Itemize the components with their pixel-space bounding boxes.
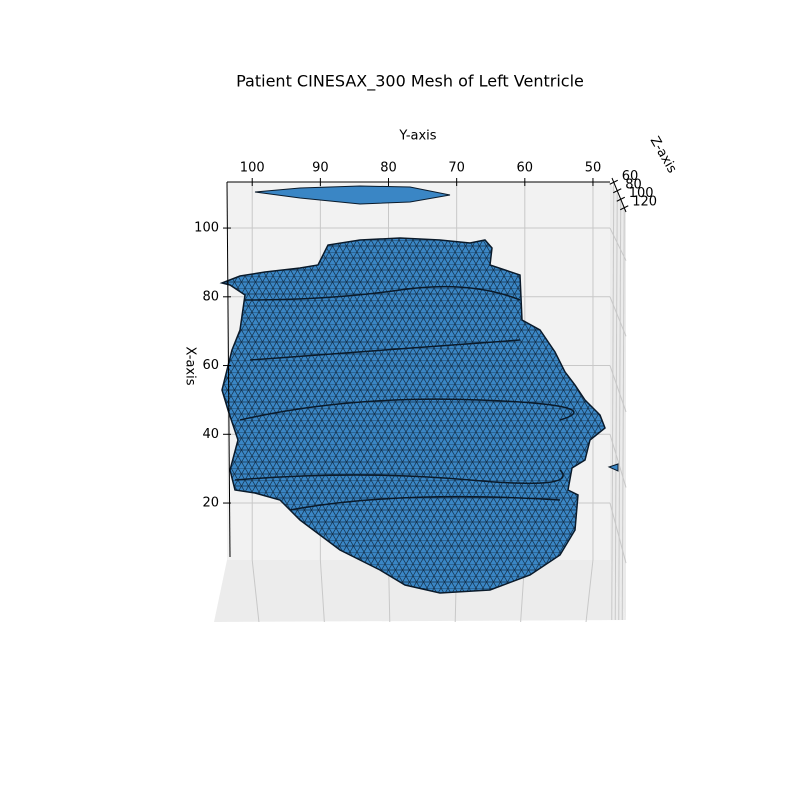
y-tick-label: 80 xyxy=(380,161,397,176)
y-tick-label: 50 xyxy=(585,161,602,176)
grid-line xyxy=(621,207,625,621)
mesh-edges xyxy=(222,238,605,593)
y-tick-label: 100 xyxy=(240,161,265,176)
y-tick-label: 60 xyxy=(517,161,534,176)
grid-line xyxy=(609,227,627,261)
z-tick xyxy=(616,196,625,202)
z-tick xyxy=(620,205,629,211)
x-axis-label: X-axis xyxy=(183,347,198,386)
x-tick-label: 20 xyxy=(202,496,219,511)
x-tick-label: 40 xyxy=(202,427,219,442)
z-tick-label: 120 xyxy=(632,194,657,209)
x-tick-label: 60 xyxy=(202,358,219,373)
x-axis-line xyxy=(226,181,231,558)
y-tick-label: 70 xyxy=(448,161,465,176)
z-tick-label: 60 xyxy=(622,169,639,184)
z-tick-label: 80 xyxy=(625,177,642,192)
mesh xyxy=(219,185,619,594)
chart-title: Patient CINESAX_300 Mesh of Left Ventric… xyxy=(236,72,584,92)
tip-mesh xyxy=(607,463,619,472)
top-cap-mesh xyxy=(254,185,451,205)
grid-line xyxy=(611,182,615,621)
x-tick-label: 100 xyxy=(194,221,219,236)
grid-line xyxy=(614,190,618,621)
grid-line xyxy=(251,559,260,623)
grid-line xyxy=(585,559,594,623)
y-axis-label: Y-axis xyxy=(398,129,436,144)
mesh-contours xyxy=(234,285,575,511)
grid-line xyxy=(319,559,325,623)
z-axis-label: Z-axis xyxy=(647,134,680,176)
x-tick-label: 80 xyxy=(202,289,219,304)
z-tick-label: 100 xyxy=(629,186,654,201)
side-pane xyxy=(610,182,626,620)
y-tick-label: 90 xyxy=(312,161,329,176)
grid-line xyxy=(618,199,622,621)
z-axis-line xyxy=(611,177,627,213)
z-tick xyxy=(609,179,618,185)
z-tick xyxy=(613,188,622,194)
